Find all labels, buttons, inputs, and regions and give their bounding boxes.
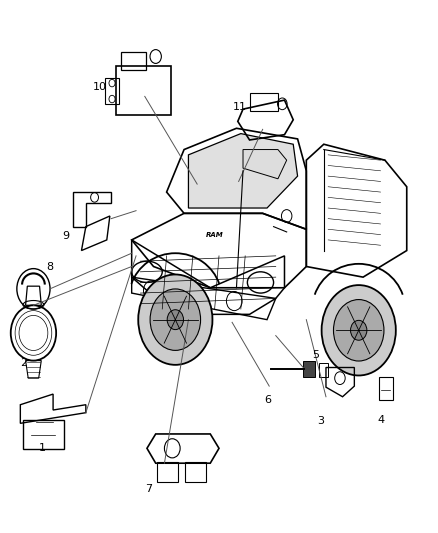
Polygon shape <box>188 134 297 208</box>
Text: 7: 7 <box>145 484 153 494</box>
Circle shape <box>333 300 384 361</box>
Text: 2: 2 <box>20 358 27 368</box>
Circle shape <box>150 289 201 350</box>
Polygon shape <box>243 150 287 179</box>
Text: 10: 10 <box>93 82 107 92</box>
Text: 4: 4 <box>377 415 384 425</box>
Circle shape <box>350 320 367 340</box>
Text: RAM: RAM <box>206 232 223 238</box>
Text: 6: 6 <box>265 395 272 406</box>
Text: 5: 5 <box>312 350 319 360</box>
Text: 1: 1 <box>39 443 46 453</box>
Circle shape <box>321 285 396 375</box>
FancyBboxPatch shape <box>303 361 314 376</box>
Text: 3: 3 <box>317 416 324 426</box>
Text: 11: 11 <box>233 102 247 112</box>
Text: 8: 8 <box>46 262 53 271</box>
Text: 9: 9 <box>62 231 69 241</box>
Circle shape <box>167 310 184 329</box>
Circle shape <box>138 274 212 365</box>
